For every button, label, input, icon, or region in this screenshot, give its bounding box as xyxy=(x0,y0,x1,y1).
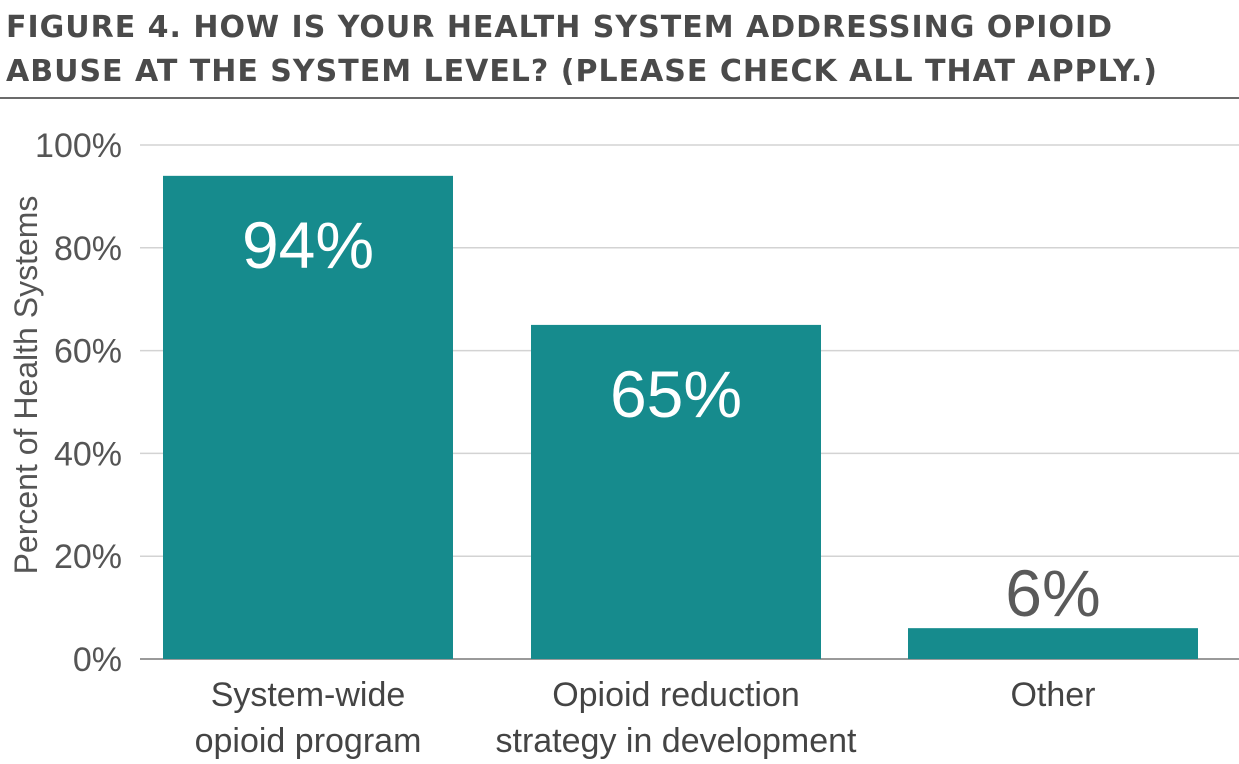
data-label: 65% xyxy=(610,357,742,431)
bar xyxy=(908,628,1198,659)
y-tick-label: 100% xyxy=(35,127,122,165)
y-tick-label: 80% xyxy=(54,230,122,268)
category-label: System-wide opioid program xyxy=(195,676,422,760)
y-tick-label: 60% xyxy=(54,333,122,371)
bars xyxy=(163,175,1198,659)
data-labels: 94% 65% 6% xyxy=(242,208,1101,630)
category-label: Opioid reduction strategy in development xyxy=(496,676,858,760)
data-label: 94% xyxy=(242,208,374,282)
y-tick-label: 40% xyxy=(54,435,122,473)
chart-title: FIGURE 4. HOW IS YOUR HEALTH SYSTEM ADDR… xyxy=(6,10,1158,89)
category-labels: System-wide opioid program Opioid reductio… xyxy=(195,676,1096,760)
y-tick-label: 20% xyxy=(54,538,122,576)
y-tick-label: 0% xyxy=(73,641,122,679)
y-axis-label: Percent of Health Systems xyxy=(8,196,44,575)
bar xyxy=(163,175,453,659)
bar xyxy=(531,324,821,659)
title-divider xyxy=(0,97,1239,99)
y-tick-labels: 0% 20% 40% 60% 80% 100% xyxy=(35,127,122,679)
data-label: 6% xyxy=(1005,556,1100,630)
category-label: Other xyxy=(1010,676,1095,714)
